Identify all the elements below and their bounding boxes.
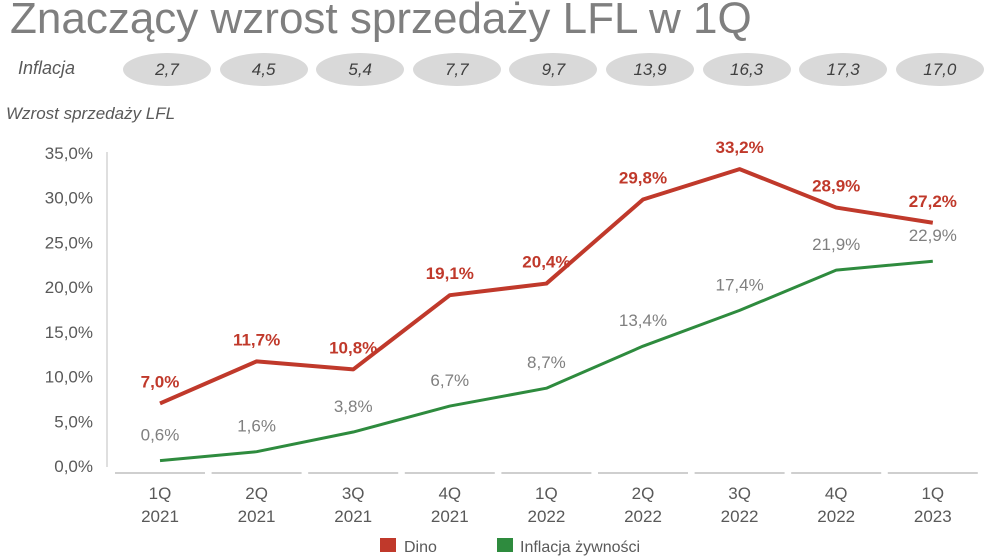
x-tick-label-year: 2022 — [624, 507, 662, 526]
x-tick-label-year: 2022 — [817, 507, 855, 526]
y-tick-label: 30,0% — [45, 189, 93, 208]
data-label-dino: 7,0% — [141, 372, 180, 391]
data-label-dino: 19,1% — [426, 264, 474, 283]
x-tick-label-year: 2022 — [721, 507, 759, 526]
x-tick-label-quarter: 1Q — [535, 484, 558, 503]
data-label-food-inflation: 6,7% — [430, 371, 469, 390]
data-label-food-inflation: 3,8% — [334, 397, 373, 416]
inflation-pill: 17,3 — [799, 53, 888, 86]
data-label-dino: 28,9% — [812, 177, 860, 196]
legend-label: Inflacja żywności — [520, 539, 640, 556]
y-tick-label: 10,0% — [45, 368, 93, 387]
x-tick-label-quarter: 1Q — [921, 484, 944, 503]
y-tick-label: 15,0% — [45, 323, 93, 342]
data-label-food-inflation: 22,9% — [909, 226, 957, 245]
inflation-row-label: Inflacja — [18, 58, 76, 78]
data-label-food-inflation: 17,4% — [715, 275, 763, 294]
series-line-food-inflation — [159, 259, 933, 463]
inflation-pill: 13,9 — [606, 53, 694, 86]
y-tick-label: 20,0% — [45, 278, 93, 297]
x-tick-label-year: 2021 — [334, 507, 372, 526]
inflation-pill: 17,0 — [895, 53, 984, 86]
chart-title: Wzrost sprzedaży LFL — [6, 104, 176, 123]
x-tick-label-quarter: 2Q — [245, 484, 268, 503]
data-label-food-inflation: 0,6% — [141, 426, 180, 445]
x-tick-label-quarter: 2Q — [632, 484, 655, 503]
data-label-dino: 29,8% — [619, 169, 667, 188]
y-tick-label: 35,0% — [45, 144, 93, 163]
inflation-pill: 16,3 — [702, 53, 791, 86]
inflation-pill: 7,7 — [412, 53, 501, 86]
x-tick-label-year: 2022 — [527, 507, 565, 526]
x-tick-label-quarter: 3Q — [728, 484, 751, 503]
y-tick-label: 5,0% — [54, 412, 93, 431]
x-tick-label-quarter: 1Q — [149, 484, 172, 503]
x-tick-label-year: 2021 — [141, 507, 179, 526]
data-label-food-inflation: 13,4% — [619, 311, 667, 330]
inflation-pill: 2,7 — [123, 53, 211, 86]
x-tick-label-quarter: 3Q — [342, 484, 365, 503]
legend-label: Dino — [404, 539, 437, 556]
data-label-food-inflation: 8,7% — [527, 353, 566, 372]
x-tick-label-quarter: 4Q — [438, 484, 461, 503]
inflation-pill: 5,4 — [316, 53, 405, 86]
legend-swatch — [380, 538, 396, 552]
x-tick-label-year: 2021 — [238, 507, 276, 526]
data-label-dino: 10,8% — [329, 338, 377, 357]
legend-swatch — [497, 538, 513, 552]
inflation-pill: 9,7 — [509, 53, 598, 86]
data-label-food-inflation: 21,9% — [812, 235, 860, 254]
y-tick-label: 25,0% — [45, 233, 93, 252]
y-tick-label: 0,0% — [54, 457, 93, 476]
page-title: Znaczący wzrost sprzedaży LFL w 1Q — [10, 0, 752, 43]
data-label-dino: 20,4% — [522, 253, 570, 272]
data-label-food-inflation: 1,6% — [237, 417, 276, 436]
series-line-dino — [159, 167, 934, 406]
data-label-dino: 11,7% — [233, 330, 280, 349]
x-tick-label-quarter: 4Q — [825, 484, 848, 503]
inflation-pill: 4,5 — [219, 53, 308, 86]
data-label-dino: 27,2% — [909, 192, 957, 211]
x-tick-label-year: 2023 — [914, 507, 952, 526]
x-tick-label-year: 2021 — [431, 507, 469, 526]
data-label-dino: 33,2% — [715, 138, 763, 157]
